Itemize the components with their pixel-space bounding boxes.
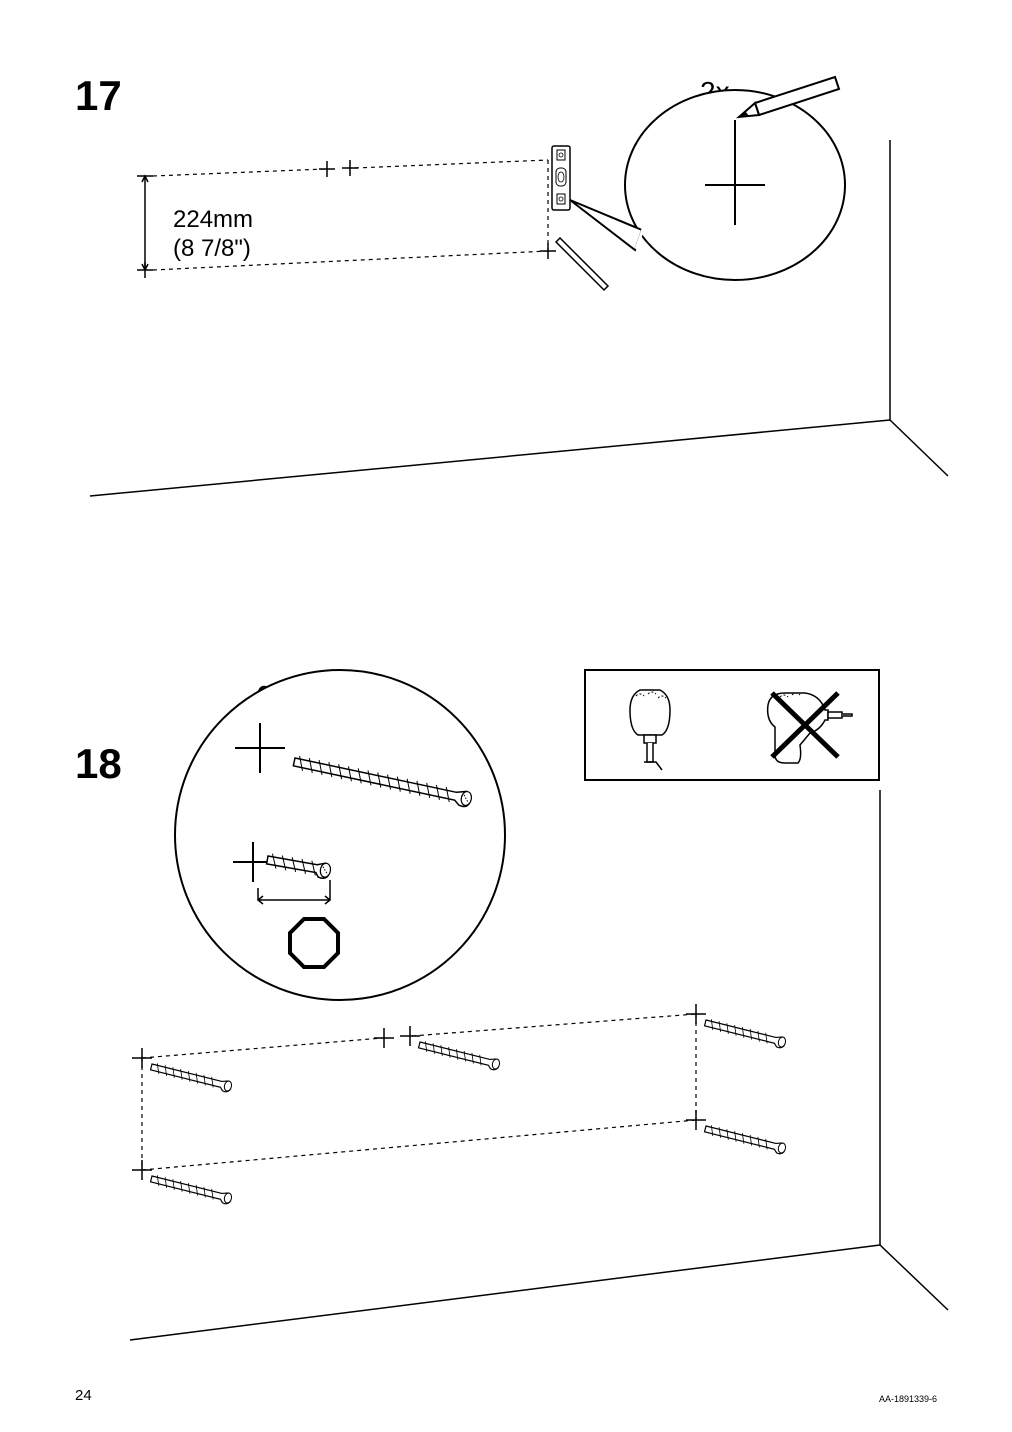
step-18-diagram bbox=[70, 640, 950, 1360]
page: 17 2x 224mm (8 7/8") bbox=[0, 0, 1012, 1432]
page-number: 24 bbox=[75, 1387, 92, 1404]
doc-id: AA-1891339-6 bbox=[879, 1394, 937, 1404]
step-17-diagram bbox=[70, 70, 950, 520]
